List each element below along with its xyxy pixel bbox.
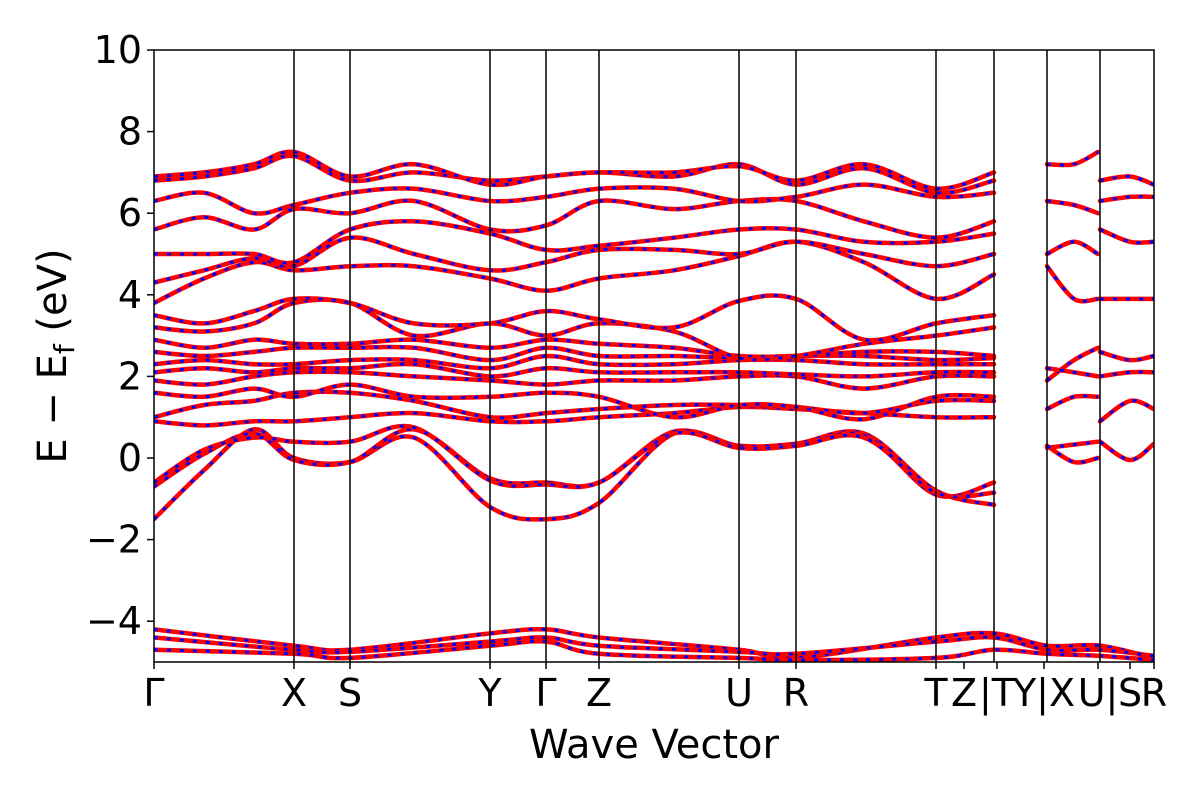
x-axis-ticks: Γ X S Y Γ Z U R T Z |TY|X U| SR — [143, 662, 1167, 716]
x-tick-label-0: Γ — [143, 671, 164, 715]
band-34-solid — [1097, 227, 1154, 245]
y-tick-label: 2 — [118, 354, 142, 398]
band-9-dashed — [154, 345, 995, 362]
x-tick-label-9: Z — [951, 671, 977, 715]
band-23-dashed — [1046, 346, 1099, 382]
x-axis-title: Wave Vector — [529, 722, 780, 768]
band-22-dashed — [1046, 394, 1099, 411]
band-38-dashed — [154, 635, 1154, 658]
y-tick-label: 8 — [118, 110, 142, 154]
band-24-dashed — [1046, 366, 1099, 378]
band-12-dashed — [154, 293, 995, 342]
y-axis-ticks: −4 −2 0 2 4 6 8 10 — [86, 28, 154, 643]
band-29-solid — [1097, 439, 1154, 463]
band-16-dashed — [154, 197, 995, 240]
band-18-dashed — [154, 154, 995, 195]
band-36-solid — [1097, 174, 1154, 187]
band-4-dashed — [154, 390, 995, 420]
x-tick-label-8: T — [923, 671, 948, 715]
x-tick-label-12: U| — [1078, 671, 1119, 716]
x-tick-label-14: R — [1141, 671, 1167, 715]
band-37-dashed — [154, 627, 1154, 660]
y-tick-label: 0 — [118, 436, 142, 480]
x-tick-label-10: |T — [979, 671, 1016, 716]
x-tick-label-2: S — [338, 671, 362, 715]
band-14-dashed — [154, 236, 995, 285]
band-31-solid — [1097, 369, 1154, 379]
band-17-dashed — [154, 183, 995, 216]
band-26-dashed — [1046, 240, 1099, 256]
band-32-solid — [1097, 349, 1154, 363]
x-tick-label-5: Z — [586, 671, 612, 715]
x-tick-label-13: S — [1118, 671, 1142, 715]
x-tick-label-6: U — [725, 671, 753, 715]
y-tick-label: 4 — [118, 273, 142, 317]
band-13-solid — [154, 239, 997, 306]
y-tick-label: −2 — [86, 518, 142, 562]
x-tick-label-7: R — [783, 671, 809, 715]
band-39-solid — [154, 639, 1154, 662]
band-25-dashed — [1045, 265, 1099, 303]
band-35-solid — [1097, 194, 1154, 204]
plot-frame — [153, 49, 1155, 663]
x-tick-label-3: Y — [477, 671, 502, 715]
y-tick-label: 10 — [94, 28, 142, 72]
band-27-dashed — [1046, 199, 1099, 215]
band-10-dashed — [154, 338, 995, 359]
y-axis-title-unit: (eV) — [30, 248, 76, 344]
band-11-dashed — [154, 298, 995, 362]
x-tick-label-11: Y|X — [1012, 671, 1075, 716]
y-axis-title-main: E − E — [30, 354, 76, 464]
band-2-dashed — [154, 424, 995, 499]
y-axis-title-sub: f — [48, 343, 81, 354]
y-tick-label: −4 — [86, 599, 142, 643]
band-28-dashed — [1046, 150, 1099, 167]
band-21-solid — [1044, 443, 1101, 465]
band-30-solid — [1097, 398, 1154, 424]
x-tick-label-4: Γ — [535, 671, 556, 715]
y-tick-label: 6 — [118, 191, 142, 235]
band-5-dashed — [154, 383, 995, 421]
x-tick-label-1: X — [281, 671, 307, 715]
y-axis-title: E − Ef (eV) — [30, 248, 81, 463]
kpoint-dividers — [293, 50, 1101, 662]
